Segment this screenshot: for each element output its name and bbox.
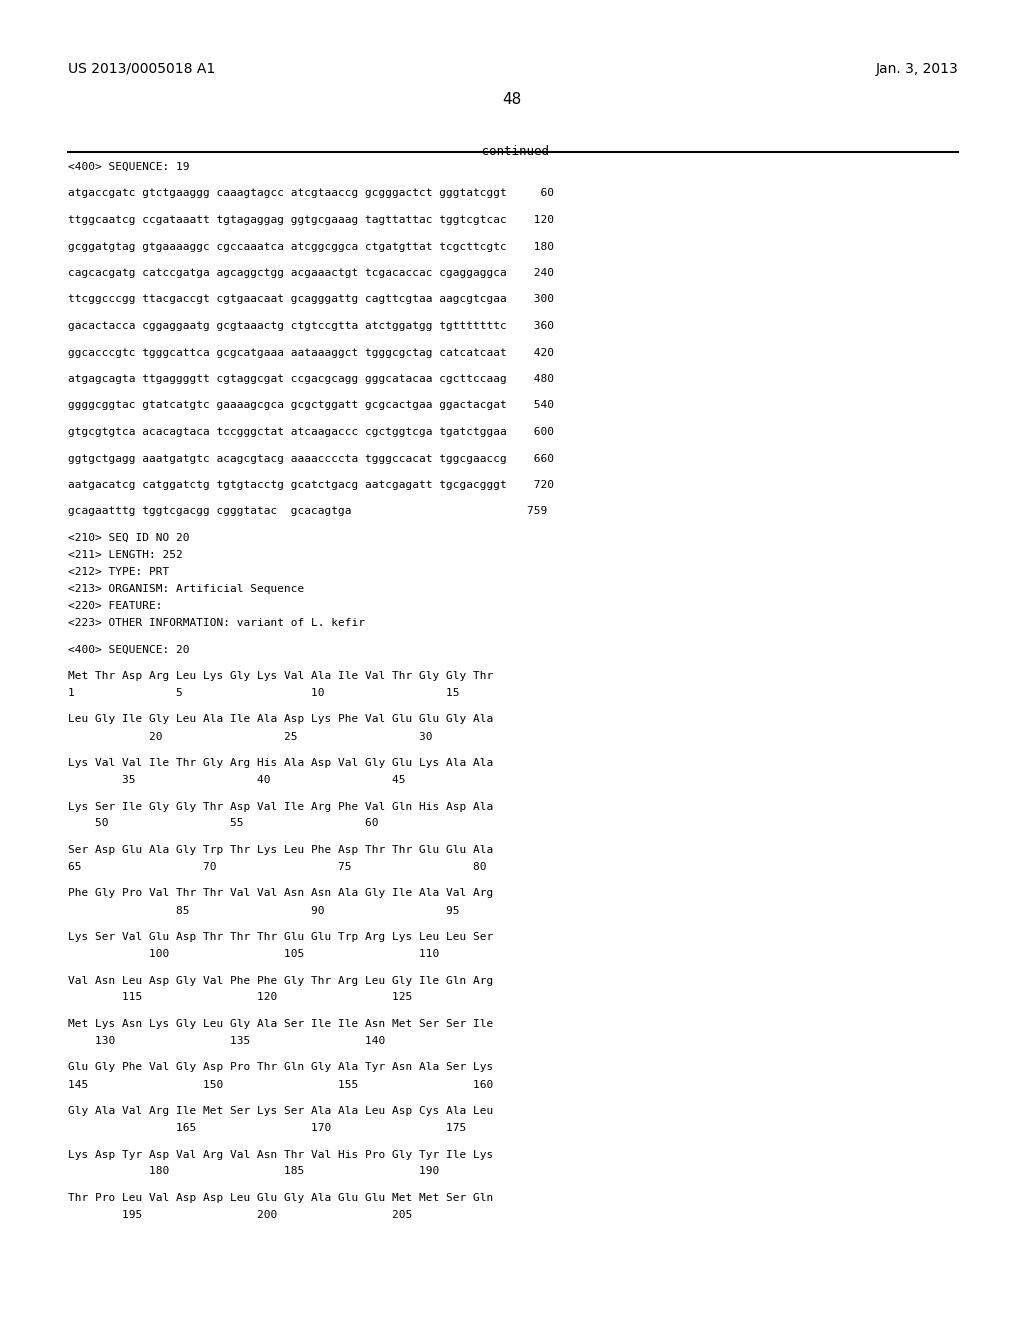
Text: ggggcggtac gtatcatgtc gaaaagcgca gcgctggatt gcgcactgaa ggactacgat    540: ggggcggtac gtatcatgtc gaaaagcgca gcgctgg… — [68, 400, 554, 411]
Text: ttcggcccgg ttacgaccgt cgtgaacaat gcagggattg cagttcgtaa aagcgtcgaa    300: ttcggcccgg ttacgaccgt cgtgaacaat gcaggga… — [68, 294, 554, 305]
Text: <210> SEQ ID NO 20: <210> SEQ ID NO 20 — [68, 533, 189, 543]
Text: Gly Ala Val Arg Ile Met Ser Lys Ser Ala Ala Leu Asp Cys Ala Leu: Gly Ala Val Arg Ile Met Ser Lys Ser Ala … — [68, 1106, 494, 1115]
Text: 20                  25                  30: 20 25 30 — [68, 731, 432, 742]
Text: <400> SEQUENCE: 20: <400> SEQUENCE: 20 — [68, 644, 189, 655]
Text: 35                  40                  45: 35 40 45 — [68, 775, 406, 785]
Text: Leu Gly Ile Gly Leu Ala Ile Ala Asp Lys Phe Val Glu Glu Gly Ala: Leu Gly Ile Gly Leu Ala Ile Ala Asp Lys … — [68, 714, 494, 725]
Text: <213> ORGANISM: Artificial Sequence: <213> ORGANISM: Artificial Sequence — [68, 583, 304, 594]
Text: Met Thr Asp Arg Leu Lys Gly Lys Val Ala Ile Val Thr Gly Gly Thr: Met Thr Asp Arg Leu Lys Gly Lys Val Ala … — [68, 671, 494, 681]
Text: <223> OTHER INFORMATION: variant of L. kefir: <223> OTHER INFORMATION: variant of L. k… — [68, 618, 365, 628]
Text: Jan. 3, 2013: Jan. 3, 2013 — [876, 62, 958, 77]
Text: -continued: -continued — [474, 145, 550, 158]
Text: Glu Gly Phe Val Gly Asp Pro Thr Gln Gly Ala Tyr Asn Ala Ser Lys: Glu Gly Phe Val Gly Asp Pro Thr Gln Gly … — [68, 1063, 494, 1072]
Text: 100                 105                 110: 100 105 110 — [68, 949, 439, 960]
Text: ggcacccgtc tgggcattca gcgcatgaaa aataaaggct tgggcgctag catcatcaat    420: ggcacccgtc tgggcattca gcgcatgaaa aataaag… — [68, 347, 554, 358]
Text: ttggcaatcg ccgataaatt tgtagaggag ggtgcgaaag tagttattac tggtcgtcac    120: ttggcaatcg ccgataaatt tgtagaggag ggtgcga… — [68, 215, 554, 224]
Text: gcggatgtag gtgaaaaggc cgccaaatca atcggcggca ctgatgttat tcgcttcgtc    180: gcggatgtag gtgaaaaggc cgccaaatca atcggcg… — [68, 242, 554, 252]
Text: Thr Pro Leu Val Asp Asp Leu Glu Gly Ala Glu Glu Met Met Ser Gln: Thr Pro Leu Val Asp Asp Leu Glu Gly Ala … — [68, 1193, 494, 1203]
Text: Lys Ser Val Glu Asp Thr Thr Thr Glu Glu Trp Arg Lys Leu Leu Ser: Lys Ser Val Glu Asp Thr Thr Thr Glu Glu … — [68, 932, 494, 942]
Text: Ser Asp Glu Ala Gly Trp Thr Lys Leu Phe Asp Thr Thr Glu Glu Ala: Ser Asp Glu Ala Gly Trp Thr Lys Leu Phe … — [68, 845, 494, 855]
Text: Val Asn Leu Asp Gly Val Phe Phe Gly Thr Arg Leu Gly Ile Gln Arg: Val Asn Leu Asp Gly Val Phe Phe Gly Thr … — [68, 975, 494, 986]
Text: Phe Gly Pro Val Thr Thr Val Val Asn Asn Ala Gly Ile Ala Val Arg: Phe Gly Pro Val Thr Thr Val Val Asn Asn … — [68, 888, 494, 899]
Text: US 2013/0005018 A1: US 2013/0005018 A1 — [68, 62, 215, 77]
Text: gacactacca cggaggaatg gcgtaaactg ctgtccgtta atctggatgg tgtttttttc    360: gacactacca cggaggaatg gcgtaaactg ctgtccg… — [68, 321, 554, 331]
Text: atgagcagta ttgaggggtt cgtaggcgat ccgacgcagg gggcatacaa cgcttccaag    480: atgagcagta ttgaggggtt cgtaggcgat ccgacgc… — [68, 374, 554, 384]
Text: gtgcgtgtca acacagtaca tccgggctat atcaagaccc cgctggtcga tgatctggaa    600: gtgcgtgtca acacagtaca tccgggctat atcaaga… — [68, 426, 554, 437]
Text: 145                 150                 155                 160: 145 150 155 160 — [68, 1080, 494, 1089]
Text: gcagaatttg tggtcgacgg cgggtatac  gcacagtga                          759: gcagaatttg tggtcgacgg cgggtatac gcacagtg… — [68, 507, 547, 516]
Text: Lys Val Val Ile Thr Gly Arg His Ala Asp Val Gly Glu Lys Ala Ala: Lys Val Val Ile Thr Gly Arg His Ala Asp … — [68, 758, 494, 768]
Text: <400> SEQUENCE: 19: <400> SEQUENCE: 19 — [68, 162, 189, 172]
Text: aatgacatcg catggatctg tgtgtacctg gcatctgacg aatcgagatt tgcgacgggt    720: aatgacatcg catggatctg tgtgtacctg gcatctg… — [68, 480, 554, 490]
Text: 85                  90                  95: 85 90 95 — [68, 906, 460, 916]
Text: 195                 200                 205: 195 200 205 — [68, 1210, 413, 1220]
Text: 165                 170                 175: 165 170 175 — [68, 1123, 466, 1133]
Text: 65                  70                  75                  80: 65 70 75 80 — [68, 862, 486, 873]
Text: <220> FEATURE:: <220> FEATURE: — [68, 601, 163, 611]
Text: 130                 135                 140: 130 135 140 — [68, 1036, 385, 1045]
Text: Lys Asp Tyr Asp Val Arg Val Asn Thr Val His Pro Gly Tyr Ile Lys: Lys Asp Tyr Asp Val Arg Val Asn Thr Val … — [68, 1150, 494, 1159]
Text: cagcacgatg catccgatga agcaggctgg acgaaactgt tcgacaccac cgaggaggca    240: cagcacgatg catccgatga agcaggctgg acgaaac… — [68, 268, 554, 279]
Text: Met Lys Asn Lys Gly Leu Gly Ala Ser Ile Ile Asn Met Ser Ser Ile: Met Lys Asn Lys Gly Leu Gly Ala Ser Ile … — [68, 1019, 494, 1030]
Text: <211> LENGTH: 252: <211> LENGTH: 252 — [68, 550, 182, 560]
Text: ggtgctgagg aaatgatgtc acagcgtacg aaaaccccta tgggccacat tggcgaaccg    660: ggtgctgagg aaatgatgtc acagcgtacg aaaaccc… — [68, 454, 554, 463]
Text: atgaccgatc gtctgaaggg caaagtagcc atcgtaaccg gcgggactct gggtatcggt     60: atgaccgatc gtctgaaggg caaagtagcc atcgtaa… — [68, 189, 554, 198]
Text: 50                  55                  60: 50 55 60 — [68, 818, 379, 829]
Text: 180                 185                 190: 180 185 190 — [68, 1167, 439, 1176]
Text: 48: 48 — [503, 92, 521, 107]
Text: Lys Ser Ile Gly Gly Thr Asp Val Ile Arg Phe Val Gln His Asp Ala: Lys Ser Ile Gly Gly Thr Asp Val Ile Arg … — [68, 801, 494, 812]
Text: <212> TYPE: PRT: <212> TYPE: PRT — [68, 568, 169, 577]
Text: 1               5                   10                  15: 1 5 10 15 — [68, 688, 460, 698]
Text: 115                 120                 125: 115 120 125 — [68, 993, 413, 1002]
